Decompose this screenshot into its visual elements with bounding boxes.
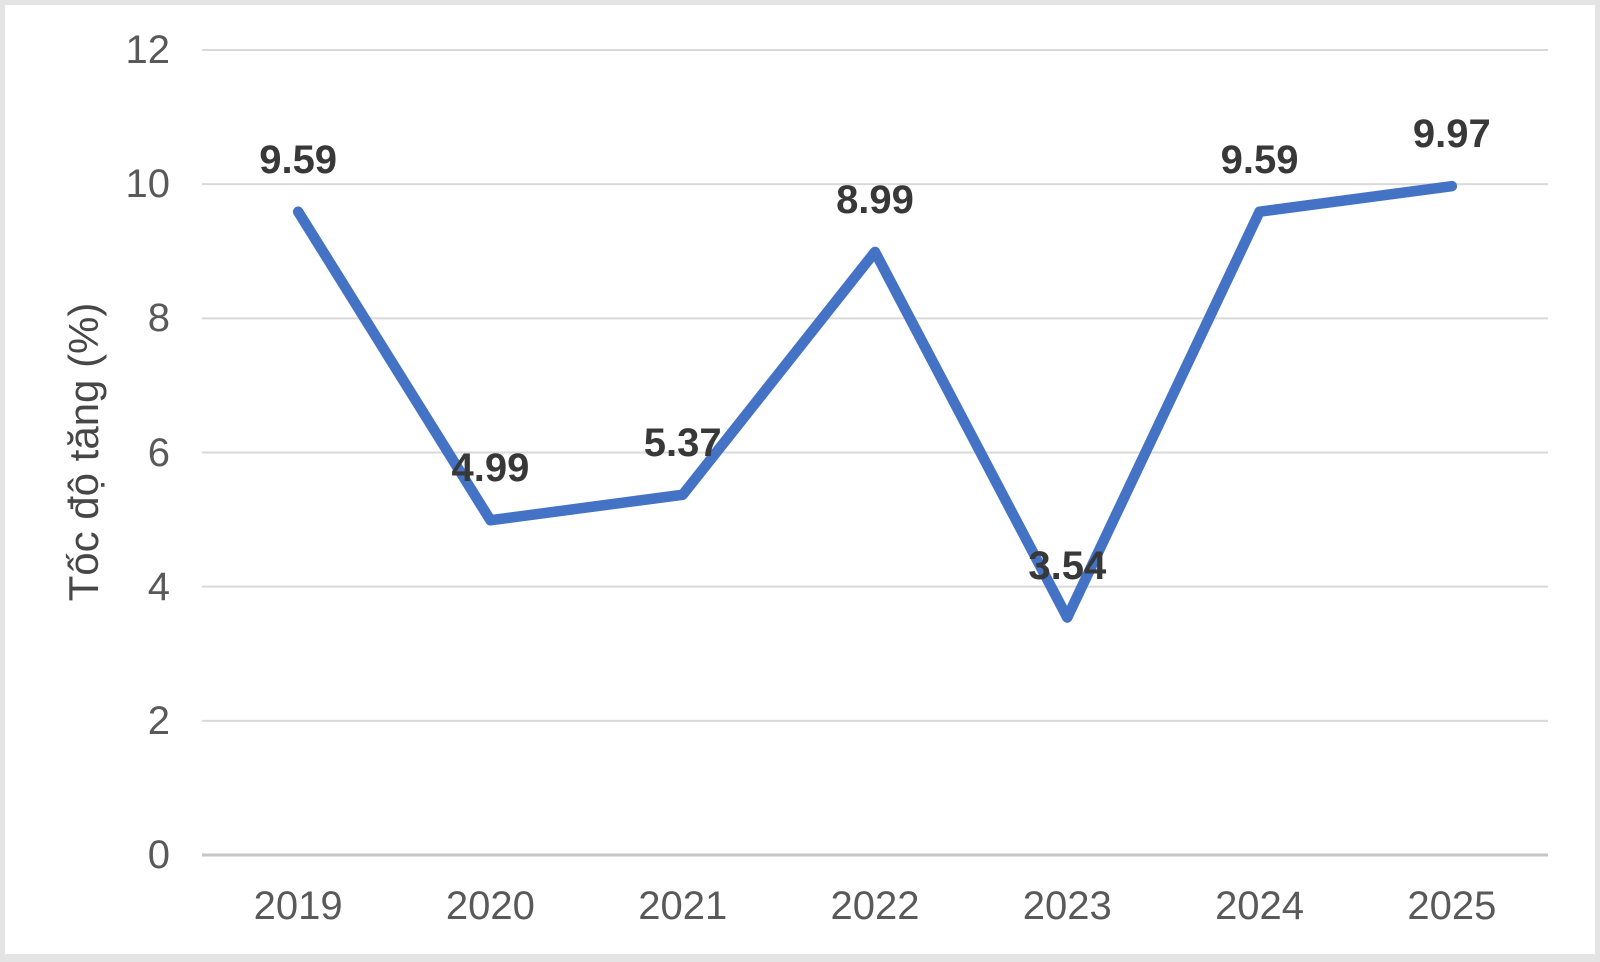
series-line bbox=[292, 180, 1458, 623]
data-label: 8.99 bbox=[836, 177, 914, 222]
data-label: 3.54 bbox=[1028, 543, 1107, 588]
y-tick-label: 6 bbox=[147, 430, 170, 475]
x-axis-label: 2020 bbox=[445, 884, 535, 928]
y-tick-label: 10 bbox=[125, 162, 171, 207]
data-label: 9.97 bbox=[1412, 112, 1491, 157]
data-label: 5.37 bbox=[643, 420, 722, 465]
x-axis-label: 2024 bbox=[1215, 884, 1305, 928]
y-tick-label: 8 bbox=[147, 296, 170, 341]
y-tick-label: 4 bbox=[147, 564, 170, 609]
y-tick-label: 0 bbox=[147, 833, 170, 877]
x-axis-label: 2025 bbox=[1407, 884, 1497, 928]
data-label: 4.99 bbox=[451, 446, 530, 491]
y-tick-label: 12 bbox=[125, 28, 171, 72]
x-axis-label: 2019 bbox=[253, 884, 343, 928]
x-axis-label: 2022 bbox=[830, 884, 920, 928]
y-tick-label: 2 bbox=[147, 698, 170, 743]
data-label: 9.59 bbox=[259, 137, 338, 182]
x-axis-label: 2021 bbox=[638, 884, 728, 928]
data-label: 9.59 bbox=[1220, 137, 1299, 182]
x-axis-label: 2023 bbox=[1022, 884, 1112, 928]
